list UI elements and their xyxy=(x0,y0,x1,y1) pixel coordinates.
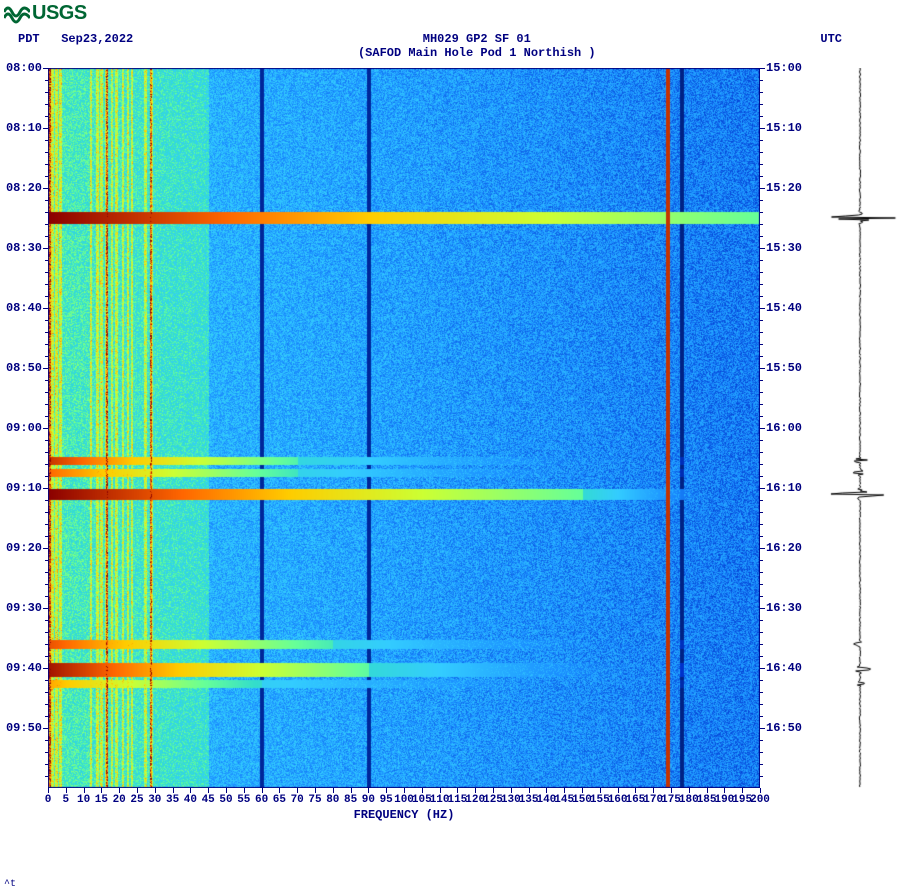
y-left-tick: 08:10 xyxy=(6,121,42,135)
logo-text: USGS xyxy=(32,2,87,25)
x-tick: 45 xyxy=(202,794,215,806)
y-left-tick: 09:00 xyxy=(6,421,42,435)
x-tick: 5 xyxy=(62,794,69,806)
plot-area: 08:0008:1008:2008:3008:4008:5009:0009:10… xyxy=(0,68,902,828)
title-line1: MH029 GP2 SF 01 xyxy=(358,32,596,46)
header: PDT Sep23,2022 MH029 GP2 SF 01 (SAFOD Ma… xyxy=(0,28,902,60)
x-tick: 75 xyxy=(308,794,321,806)
y-left-tick: 09:50 xyxy=(6,721,42,735)
usgs-logo: USGS xyxy=(4,2,87,25)
footer-mark: ^t xyxy=(4,879,16,890)
y-right-tick: 15:10 xyxy=(766,121,802,135)
x-tick: 50 xyxy=(219,794,232,806)
x-tick: 20 xyxy=(113,794,126,806)
y-right-tick: 16:50 xyxy=(766,721,802,735)
y-right-tick: 16:20 xyxy=(766,541,802,555)
x-tick: 200 xyxy=(750,794,770,806)
y-left-tick: 09:30 xyxy=(6,601,42,615)
header-center: MH029 GP2 SF 01 (SAFOD Main Hole Pod 1 N… xyxy=(358,32,596,60)
y-left-tick: 08:20 xyxy=(6,181,42,195)
y-axis-left: 08:0008:1008:2008:3008:4008:5009:0009:10… xyxy=(0,68,48,788)
header-right: UTC xyxy=(820,32,842,46)
title-line2: (SAFOD Main Hole Pod 1 Northish ) xyxy=(358,46,596,60)
x-axis-label: FREQUENCY (HZ) xyxy=(48,808,760,822)
y-left-tick: 08:40 xyxy=(6,301,42,315)
x-tick: 80 xyxy=(326,794,339,806)
y-right-tick: 16:00 xyxy=(766,421,802,435)
x-tick: 15 xyxy=(95,794,108,806)
logo-row: USGS xyxy=(0,0,902,28)
x-tick: 10 xyxy=(77,794,90,806)
header-left: PDT Sep23,2022 xyxy=(18,32,133,46)
seismogram-canvas xyxy=(820,68,900,788)
x-tick: 85 xyxy=(344,794,357,806)
spectrogram-canvas xyxy=(48,68,760,788)
x-tick: 55 xyxy=(237,794,250,806)
y-right-tick: 16:10 xyxy=(766,481,802,495)
y-left-tick: 09:20 xyxy=(6,541,42,555)
x-tick: 35 xyxy=(166,794,179,806)
x-tick: 60 xyxy=(255,794,268,806)
y-right-tick: 16:40 xyxy=(766,661,802,675)
y-left-tick: 09:10 xyxy=(6,481,42,495)
x-tick: 90 xyxy=(362,794,375,806)
y-left-tick: 08:00 xyxy=(6,61,42,75)
x-tick: 65 xyxy=(273,794,286,806)
y-left-tick: 08:30 xyxy=(6,241,42,255)
y-right-tick: 16:30 xyxy=(766,601,802,615)
x-tick: 40 xyxy=(184,794,197,806)
y-axis-right: 15:0015:1015:2015:3015:4015:5016:0016:10… xyxy=(760,68,820,788)
seismogram-panel xyxy=(820,68,900,788)
x-tick: 30 xyxy=(148,794,161,806)
header-date: Sep23,2022 xyxy=(61,32,133,46)
x-tick: 0 xyxy=(45,794,52,806)
spectrogram-panel xyxy=(48,68,760,788)
x-axis: FREQUENCY (HZ) 05 10 15 20 25 30 35 40 45 50 55 60 6… xyxy=(48,788,760,828)
y-right-tick: 15:20 xyxy=(766,181,802,195)
x-tick: 25 xyxy=(130,794,143,806)
x-tick: 70 xyxy=(291,794,304,806)
y-left-tick: 09:40 xyxy=(6,661,42,675)
x-tick: 95 xyxy=(380,794,393,806)
right-tz: UTC xyxy=(820,32,842,46)
wave-icon xyxy=(4,4,30,24)
y-left-tick: 08:50 xyxy=(6,361,42,375)
y-right-tick: 15:40 xyxy=(766,301,802,315)
left-tz: PDT xyxy=(18,32,40,46)
y-right-tick: 15:30 xyxy=(766,241,802,255)
y-right-tick: 15:00 xyxy=(766,61,802,75)
y-right-tick: 15:50 xyxy=(766,361,802,375)
